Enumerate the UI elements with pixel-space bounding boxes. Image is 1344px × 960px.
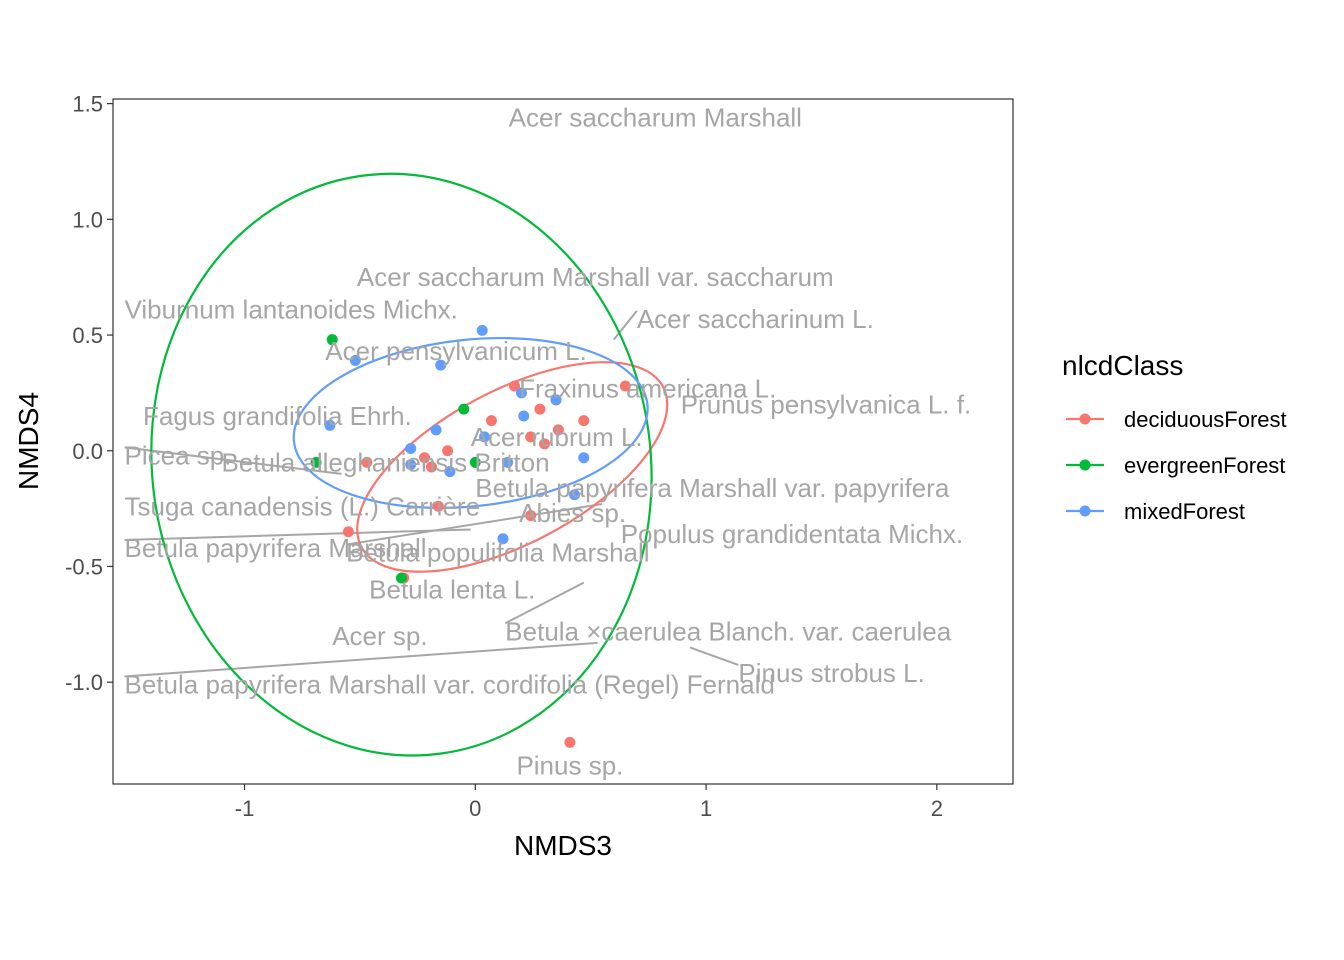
- y-tick-label: -0.5: [65, 554, 103, 579]
- x-tick-label: 1: [700, 796, 712, 821]
- species-label: Acer saccharinum L.: [637, 304, 874, 334]
- point-deciduousForest: [509, 380, 521, 392]
- point-mixedForest: [349, 355, 361, 367]
- point-evergreenForest: [458, 403, 470, 415]
- species-label: Viburnum lantanoides Michx.: [125, 295, 458, 325]
- point-deciduousForest: [342, 526, 354, 538]
- point-deciduousForest: [534, 403, 546, 415]
- point-mixedForest: [502, 456, 514, 468]
- species-label: Betula ×caerulea Blanch. var. caerulea: [505, 616, 951, 646]
- y-tick-label: 1.0: [72, 207, 103, 232]
- x-tick-label: 2: [931, 796, 943, 821]
- legend-label: evergreenForest: [1124, 453, 1285, 478]
- species-label: Acer sp.: [332, 621, 427, 651]
- y-tick-label: 0.5: [72, 323, 103, 348]
- species-label: Fagus grandifolia Ehrh.: [143, 401, 412, 431]
- legend-key-point: [1079, 459, 1091, 471]
- point-evergreenForest: [395, 572, 407, 584]
- leader-lines: [124, 310, 739, 678]
- x-axis-title: NMDS3: [514, 830, 612, 861]
- plot-panel: [112, 98, 1014, 785]
- species-label: Acer pensylvanicum L.: [325, 336, 587, 366]
- legend-title: nlcdClass: [1062, 350, 1183, 381]
- legend-key-point: [1079, 505, 1091, 517]
- species-label: Tsuga canadensis (L.) Carrière: [125, 491, 481, 521]
- species-label: Pinus sp.: [516, 750, 623, 780]
- species-label: Betula populifolia Marshall: [346, 538, 650, 568]
- ellipse-evergreenForest: [150, 172, 653, 757]
- y-tick-label: 1.5: [72, 92, 103, 117]
- confidence-ellipses: [150, 172, 669, 757]
- y-tick-label: 0.0: [72, 439, 103, 464]
- point-mixedForest: [405, 442, 417, 454]
- y-axis-title: NMDS4: [13, 392, 44, 490]
- point-deciduousForest: [419, 452, 431, 464]
- leader-line: [504, 581, 585, 625]
- point-deciduousForest: [361, 456, 373, 468]
- point-evergreenForest: [310, 456, 322, 468]
- point-mixedForest: [479, 431, 491, 443]
- point-mixedForest: [497, 533, 509, 545]
- leader-line: [124, 446, 342, 475]
- leader-line: [612, 310, 638, 341]
- species-label: Acer rubrum L.: [471, 422, 643, 452]
- point-deciduousForest: [578, 415, 590, 427]
- point-deciduousForest: [432, 500, 444, 512]
- species-label: Acer saccharum Marshall var. saccharum: [357, 262, 834, 292]
- point-mixedForest: [550, 394, 562, 406]
- point-mixedForest: [324, 419, 336, 431]
- leader-line: [689, 646, 739, 666]
- leader-line: [124, 641, 598, 678]
- point-deciduousForest: [525, 510, 537, 522]
- species-label: Populus grandidentata Michx.: [621, 519, 964, 549]
- point-deciduousForest: [525, 431, 537, 443]
- point-mixedForest: [435, 359, 447, 371]
- species-label: Prunus pensylvanica L. f.: [681, 389, 972, 419]
- point-mixedForest: [569, 489, 581, 501]
- point-mixedForest: [518, 410, 530, 422]
- species-label: Betula papyrifera Marshall var. papyrife…: [475, 473, 950, 503]
- species-label: Betula lenta L.: [369, 575, 535, 605]
- point-deciduousForest: [425, 461, 437, 473]
- species-labels: Acer saccharum Marshall Acer saccharum Ma…: [125, 103, 972, 781]
- point-mixedForest: [476, 324, 488, 336]
- point-mixedForest: [515, 387, 527, 399]
- axes: -1 0 1 2 -1.0 -0.5 0.0 0.5 1.0 1.5: [65, 92, 943, 821]
- legend-label: mixedForest: [1124, 499, 1245, 524]
- point-evergreenForest: [326, 334, 338, 346]
- point-deciduousForest: [564, 736, 576, 748]
- ellipse-deciduousForest: [356, 361, 669, 573]
- x-tick-label: 0: [469, 796, 481, 821]
- species-label: Abies sp.: [519, 498, 626, 528]
- ellipse-mixedForest: [292, 336, 649, 509]
- point-mixedForest: [578, 452, 590, 464]
- y-tick-label: -1.0: [65, 670, 103, 695]
- point-mixedForest: [444, 466, 456, 478]
- point-evergreenForest: [469, 456, 481, 468]
- species-label: Pinus strobus L.: [738, 658, 924, 688]
- point-mixedForest: [430, 424, 442, 436]
- legend-key-point: [1079, 413, 1091, 425]
- point-deciduousForest: [552, 424, 564, 436]
- x-tick-label: -1: [235, 796, 255, 821]
- species-label: Betula papyrifera Marshall var. cordifol…: [125, 669, 775, 699]
- species-label: Betula alleghaniensis Britton: [221, 447, 549, 477]
- species-label: Picea sp.: [125, 440, 232, 470]
- point-deciduousForest: [619, 380, 631, 392]
- point-deciduousForest: [442, 445, 454, 457]
- species-label: Betula papyrifera Marshall: [125, 533, 427, 563]
- point-deciduousForest: [485, 415, 497, 427]
- point-deciduousForest: [539, 438, 551, 450]
- legend-label: deciduousForest: [1124, 407, 1287, 432]
- leader-line: [345, 502, 603, 546]
- legend: nlcdClass deciduousForest evergreenForest…: [1062, 350, 1287, 524]
- point-mixedForest: [405, 459, 417, 471]
- species-label: Fraxinus americana L.: [519, 373, 776, 403]
- leader-line: [124, 528, 471, 541]
- data-points: [310, 324, 631, 748]
- species-label: Acer saccharum Marshall: [509, 103, 802, 133]
